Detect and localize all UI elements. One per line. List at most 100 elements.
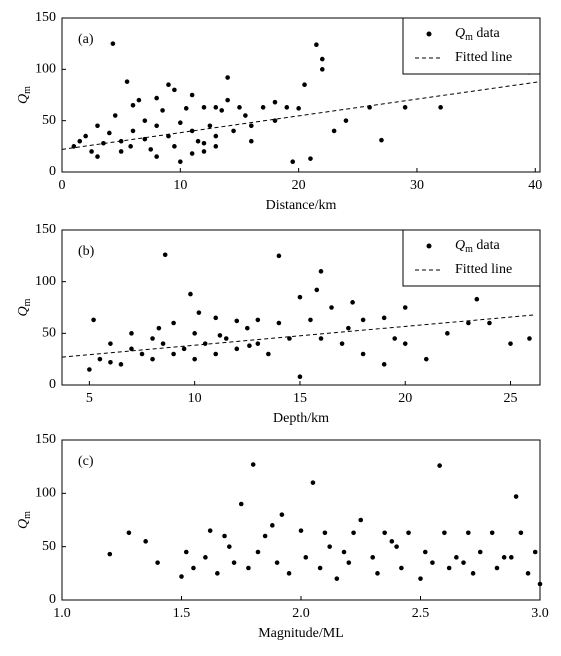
data-point: [160, 108, 165, 113]
data-point: [284, 105, 290, 110]
data-point: [107, 551, 113, 557]
data-point: [243, 113, 248, 118]
data-point: [477, 549, 483, 555]
data-point: [213, 133, 219, 139]
legend-label: Qm data: [455, 238, 501, 255]
data-point: [130, 128, 136, 134]
data-point: [234, 346, 240, 352]
plot-frame: [61, 229, 541, 386]
data-point: [183, 549, 189, 555]
data-point: [308, 156, 313, 161]
data-point: [489, 530, 495, 536]
data-point: [255, 549, 261, 555]
data-point: [513, 494, 519, 499]
data-point: [249, 123, 254, 129]
data-point: [249, 138, 254, 144]
x-tick-label: 0: [59, 178, 66, 193]
fitted-line: [61, 81, 541, 150]
y-tick-label: 50: [42, 113, 56, 128]
data-point: [303, 555, 309, 560]
data-point: [298, 528, 304, 533]
data-point: [183, 106, 189, 111]
data-point: [246, 565, 251, 571]
data-point: [219, 108, 225, 113]
data-point: [156, 325, 162, 331]
data-point: [118, 149, 124, 154]
data-point: [196, 310, 202, 315]
data-point: [83, 133, 88, 139]
data-point: [188, 291, 193, 297]
x-tick-label: 20: [398, 391, 412, 406]
data-point: [108, 341, 113, 346]
data-point: [437, 463, 442, 468]
data-point: [346, 560, 352, 565]
data-point: [322, 530, 328, 536]
data-point: [331, 128, 337, 134]
data-point: [107, 130, 112, 136]
data-point: [360, 351, 366, 357]
data-point: [202, 341, 208, 346]
data-point: [130, 102, 136, 108]
data-point: [532, 549, 538, 555]
y-tick-label: 0: [49, 377, 56, 392]
data-point: [466, 320, 471, 326]
data-point: [302, 82, 307, 88]
panel-label: (a): [78, 32, 94, 47]
x-tick-label: 20: [292, 178, 306, 193]
legend-box: [402, 17, 541, 75]
data-point: [350, 300, 355, 305]
data-point: [191, 565, 196, 571]
data-point: [225, 75, 230, 80]
data-point: [126, 530, 132, 536]
data-point: [314, 287, 320, 293]
legend-label: Fitted line: [455, 262, 512, 277]
data-point: [223, 336, 229, 341]
data-point: [518, 530, 524, 536]
y-tick-label: 100: [35, 486, 56, 501]
data-point: [266, 351, 271, 357]
data-point: [201, 140, 207, 146]
panel-label: (c): [78, 454, 94, 469]
data-point: [192, 331, 197, 336]
data-point: [162, 252, 168, 258]
data-point: [329, 305, 334, 310]
data-point: [213, 351, 219, 357]
data-point: [508, 341, 513, 346]
data-point: [178, 159, 183, 165]
y-tick-label: 0: [49, 164, 56, 179]
data-point: [286, 571, 292, 576]
data-point: [250, 462, 256, 467]
data-point: [358, 517, 364, 523]
data-point: [89, 149, 94, 154]
legend-label: Qm data: [455, 26, 501, 43]
data-point: [101, 140, 106, 146]
legend-label: Fitted line: [455, 50, 512, 65]
data-point: [339, 341, 345, 346]
data-point: [270, 523, 275, 528]
data-point: [461, 560, 466, 565]
data-point: [192, 356, 197, 362]
y-tick-label: 50: [42, 326, 56, 341]
data-point: [87, 367, 92, 372]
data-point: [402, 341, 408, 346]
data-point: [181, 346, 187, 352]
data-point: [91, 317, 96, 323]
data-point: [97, 356, 103, 362]
data-point: [318, 336, 324, 341]
x-tick-label: 3.0: [531, 606, 549, 621]
data-point: [260, 105, 266, 110]
plot-frame: [61, 439, 541, 601]
data-point: [296, 106, 301, 111]
x-axis-label: Magnitude/ML: [258, 626, 344, 641]
data-point: [203, 555, 208, 560]
y-tick-label: 100: [35, 62, 56, 77]
data-point: [402, 105, 408, 110]
data-point: [110, 41, 116, 46]
legend-marker: [426, 243, 432, 249]
data-point: [389, 539, 395, 544]
y-tick-label: 150: [35, 222, 56, 237]
data-point: [172, 144, 177, 149]
data-point: [392, 336, 398, 341]
data-point: [334, 576, 340, 581]
y-axis-label: Qm: [16, 298, 33, 316]
